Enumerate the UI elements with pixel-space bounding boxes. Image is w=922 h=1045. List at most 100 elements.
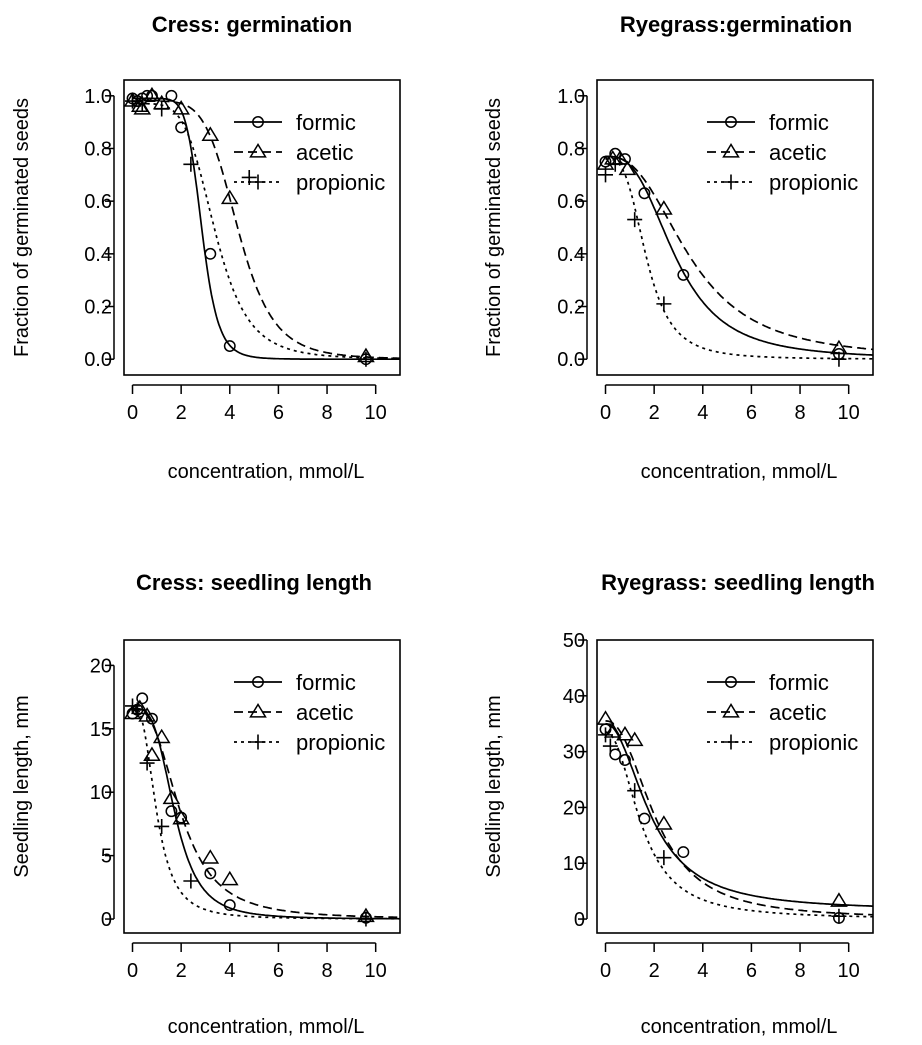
point-propionic xyxy=(183,156,199,172)
y-tick-label: 1.0 xyxy=(557,86,585,108)
y-tick-label: 0.4 xyxy=(557,244,585,266)
x-tick-label: 4 xyxy=(224,960,235,982)
legend-label-propionic: propionic xyxy=(769,730,858,755)
point-acetic xyxy=(596,710,615,725)
legend-marker-formic xyxy=(725,676,737,688)
plot-frame xyxy=(596,79,874,376)
chart-title: Cress: seedling length xyxy=(136,570,372,595)
x-tick-label: 10 xyxy=(365,960,387,982)
y-tick-label: 10 xyxy=(90,782,112,804)
curve-formic xyxy=(132,97,400,361)
y-axis-label: Fraction of germinated seeds xyxy=(11,98,33,357)
x-tick-label: 2 xyxy=(176,960,187,982)
point-formic xyxy=(677,268,690,281)
chart-title: Ryegrass:germination xyxy=(620,12,852,37)
y-tick-label: 0.6 xyxy=(84,191,112,213)
point-acetic xyxy=(143,86,161,102)
x-tick-label: 2 xyxy=(176,402,187,424)
point-acetic xyxy=(152,728,171,744)
y-tick-label: 0.0 xyxy=(557,349,585,371)
point-formic xyxy=(165,89,178,102)
point-acetic xyxy=(162,789,181,805)
legend-marker-acetic xyxy=(249,143,267,158)
x-tick-label: 8 xyxy=(321,402,332,424)
point-acetic xyxy=(123,704,142,720)
point-acetic xyxy=(130,699,149,715)
y-tick-label: 0 xyxy=(574,909,585,931)
y-axis-label: Seedling length, mm xyxy=(11,695,33,877)
legend-marker-acetic xyxy=(249,703,267,718)
curve-acetic xyxy=(605,155,874,351)
chart-title: Cress: germination xyxy=(152,12,353,37)
point-formic xyxy=(223,899,236,912)
legend-marker-formic xyxy=(725,116,737,128)
curve-propionic xyxy=(605,731,873,918)
y-tick-label: 0.2 xyxy=(557,297,585,319)
x-tick-label: 0 xyxy=(127,960,138,982)
point-acetic xyxy=(172,809,190,825)
curve-formic xyxy=(132,707,400,920)
legend-label-acetic: acetic xyxy=(769,140,826,165)
point-formic xyxy=(175,121,188,134)
point-propionic xyxy=(154,101,170,117)
point-formic xyxy=(146,712,158,725)
chart-title: Ryegrass: seedling length xyxy=(601,570,875,595)
chart-panel-4: Ryegrass: seedling length 0 2 4 6 8 10 concentr… xyxy=(483,570,875,1038)
point-formic xyxy=(136,692,149,705)
legend-label-propionic: propionic xyxy=(769,170,858,195)
point-propionic xyxy=(125,93,141,109)
point-acetic xyxy=(220,870,239,886)
y-axis-label: Fraction of germinated seeds xyxy=(483,98,505,357)
legend-label-propionic: propionic xyxy=(296,170,385,195)
point-acetic xyxy=(201,126,220,141)
curve-acetic xyxy=(132,100,400,360)
x-tick-label: 4 xyxy=(224,402,235,424)
plot-frame xyxy=(596,639,874,934)
point-propionic xyxy=(627,212,643,228)
point-propionic xyxy=(358,351,374,367)
legend-marker-formic xyxy=(252,676,264,688)
x-axis-label: concentration, mmol/L xyxy=(641,461,838,483)
point-formic xyxy=(609,748,622,761)
x-tick-label: 10 xyxy=(838,960,860,982)
curve-propionic xyxy=(132,705,400,920)
point-acetic xyxy=(616,725,634,741)
point-propionic xyxy=(602,738,618,754)
point-propionic xyxy=(134,96,150,112)
y-tick-label: 0.4 xyxy=(84,244,112,266)
x-tick-label: 8 xyxy=(794,402,805,424)
point-acetic xyxy=(172,100,190,115)
y-axis-label: Seedling length, mm xyxy=(483,695,505,877)
point-formic xyxy=(204,247,217,260)
y-tick-label: 0.2 xyxy=(84,297,112,319)
point-propionic xyxy=(183,873,199,889)
x-axis-label: concentration, mmol/L xyxy=(168,461,365,483)
x-tick-label: 2 xyxy=(649,960,660,982)
plot-frame xyxy=(123,639,401,934)
point-acetic xyxy=(655,815,673,830)
x-tick-label: 4 xyxy=(697,960,708,982)
legend-marker-propionic xyxy=(723,734,739,750)
chart-panel-2: Ryegrass:germination 0 2 4 6 8 10 concentration… xyxy=(483,12,874,483)
legend-label-acetic: acetic xyxy=(296,700,353,725)
point-acetic xyxy=(138,707,156,722)
y-tick-label: 0.0 xyxy=(84,349,112,371)
curve-formic xyxy=(605,722,873,907)
x-axis-label: concentration, mmol/L xyxy=(168,1016,365,1038)
x-tick-label: 0 xyxy=(600,402,611,424)
legend-marker-propionic xyxy=(250,734,266,750)
curve-acetic xyxy=(132,707,400,919)
legend-label-formic: formic xyxy=(296,110,356,135)
legend-marker-acetic xyxy=(722,703,740,718)
point-formic xyxy=(677,846,690,859)
legend-label-formic: formic xyxy=(769,110,829,135)
point-acetic xyxy=(625,731,644,747)
y-tick-label: 15 xyxy=(90,719,112,741)
x-tick-label: 2 xyxy=(649,402,660,424)
x-tick-label: 8 xyxy=(321,960,332,982)
point-acetic xyxy=(143,746,161,762)
x-tick-label: 4 xyxy=(697,402,708,424)
point-propionic xyxy=(831,908,847,924)
point-formic xyxy=(619,754,631,766)
y-tick-label: 0.8 xyxy=(84,138,112,160)
